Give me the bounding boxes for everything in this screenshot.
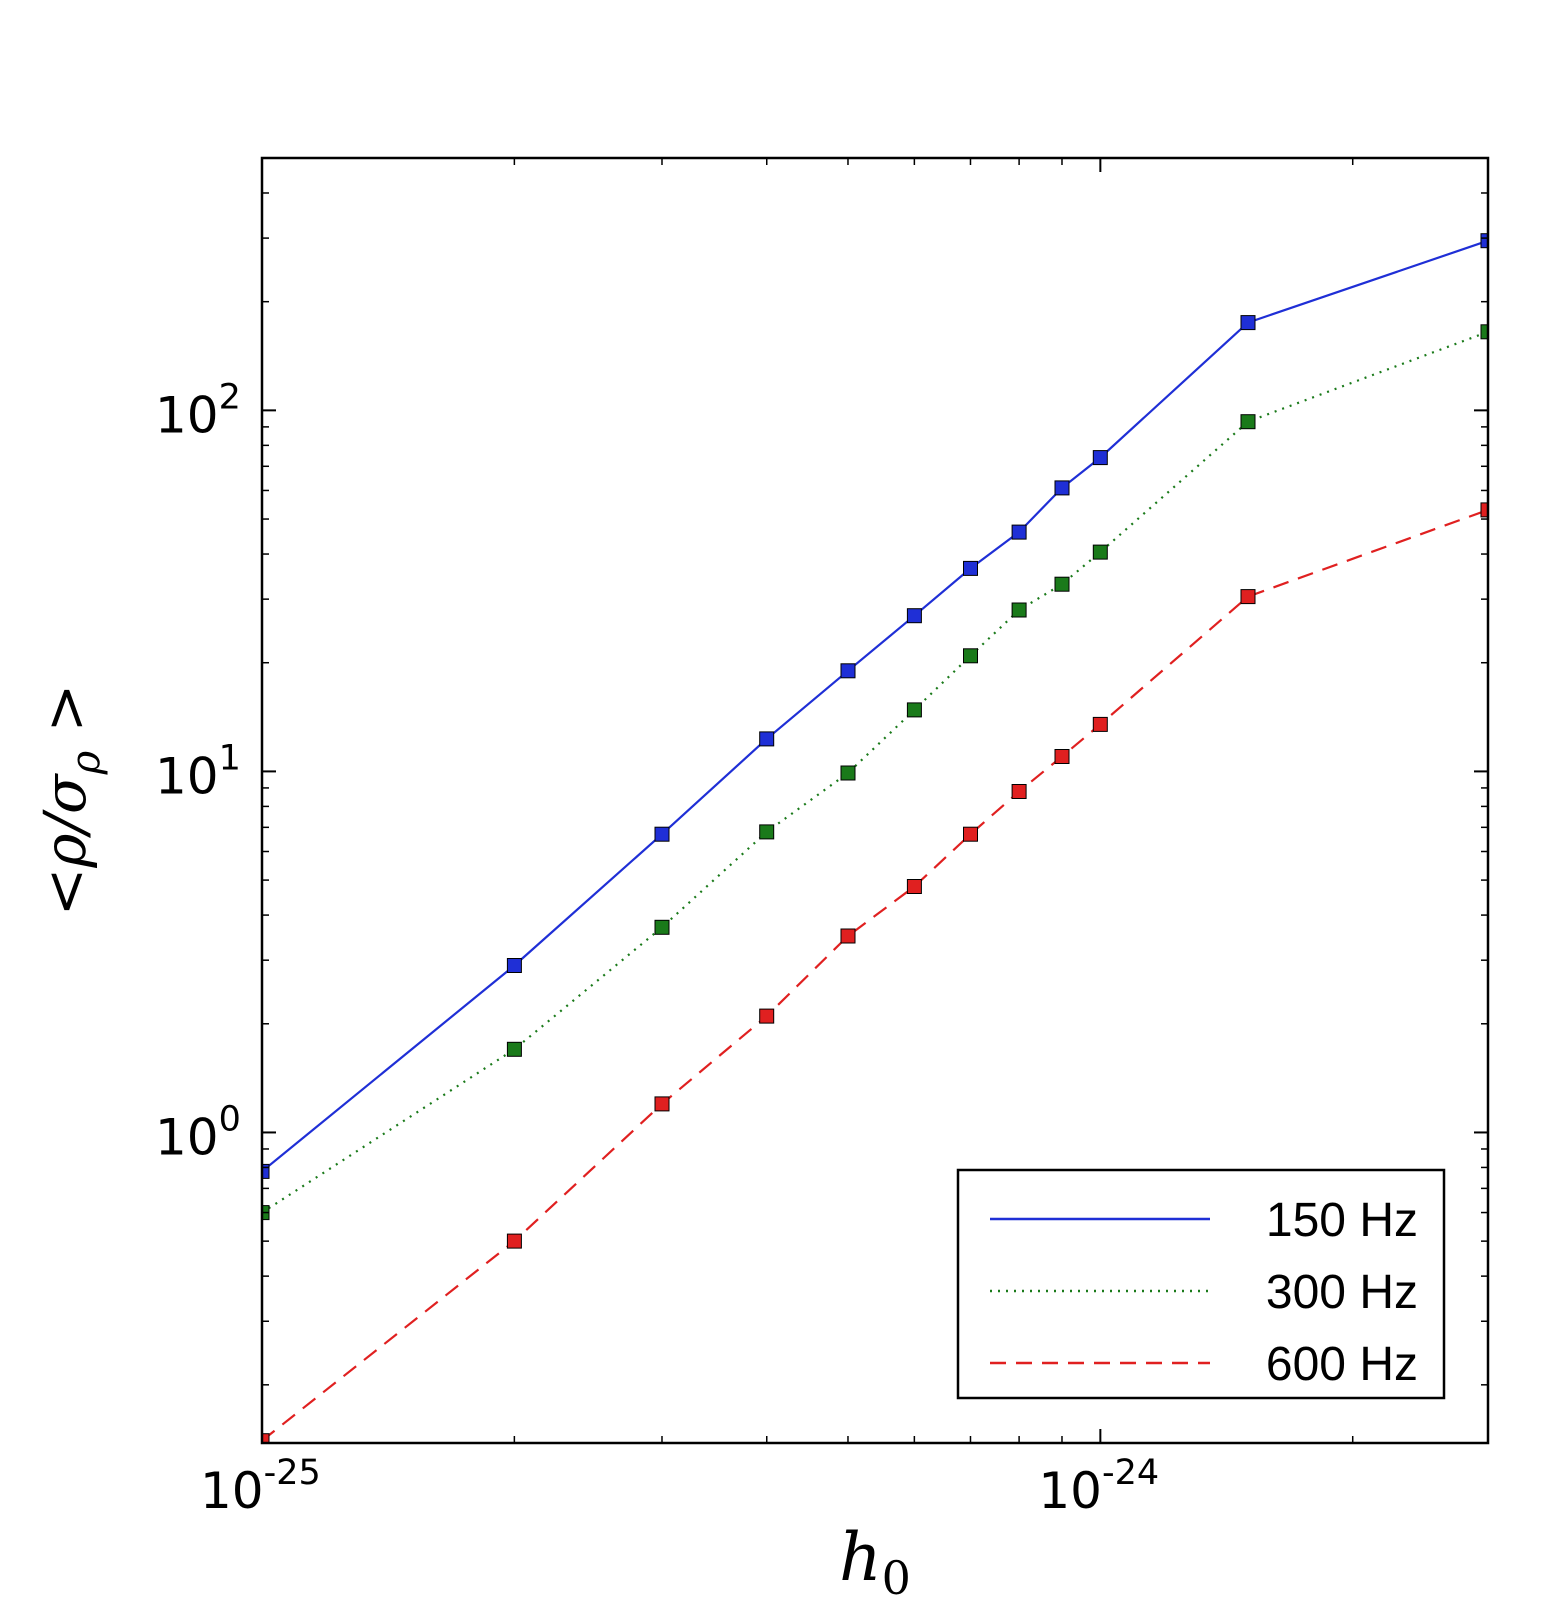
x-tick-label-0: 10-25 [200, 1453, 321, 1520]
y-axis-label: <ρ/σρ > [31, 684, 109, 916]
data-point-s1-10 [1240, 414, 1256, 430]
series-lines [262, 239, 1488, 1442]
data-point-s2-5 [906, 879, 922, 894]
data-point-s2-0 [262, 1433, 270, 1443]
data-point-s0-4 [840, 663, 856, 679]
data-point-s1-6 [963, 648, 978, 664]
series-line-0 [262, 239, 1488, 1173]
y-tick-label-1: 101 [155, 738, 241, 805]
data-point-s1-11 [1480, 324, 1488, 340]
data-point-s1-8 [1054, 576, 1070, 592]
data-point-s2-10 [1240, 589, 1256, 605]
data-point-s2-9 [1092, 716, 1108, 732]
data-point-s1-2 [654, 919, 670, 935]
data-point-s0-9 [1092, 450, 1108, 466]
data-point-s2-8 [1054, 749, 1070, 764]
series-line-2 [262, 508, 1488, 1442]
x-tick-label-1: 10-24 [1038, 1453, 1159, 1520]
y-tick-label-0: 100 [155, 1099, 241, 1166]
legend-label-1: 300 Hz [1266, 1266, 1418, 1319]
data-point-s2-2 [654, 1096, 670, 1112]
series-line-1 [262, 330, 1488, 1214]
data-point-s1-3 [759, 824, 775, 840]
data-point-s0-11 [1480, 233, 1488, 249]
axis-ticks: 10-25 10-24 100 101 102 [155, 157, 1488, 1520]
data-point-s0-1 [506, 958, 522, 973]
data-point-s1-7 [1011, 602, 1027, 618]
data-point-s0-10 [1240, 315, 1256, 331]
data-point-s0-6 [963, 560, 978, 576]
data-point-s0-2 [654, 826, 670, 842]
data-point-s2-1 [506, 1233, 522, 1249]
data-point-s2-4 [840, 928, 856, 944]
data-point-s1-1 [506, 1041, 522, 1057]
series-markers [262, 233, 1488, 1443]
data-point-s2-6 [963, 826, 978, 842]
data-point-s2-7 [1011, 784, 1027, 799]
legend: 150 Hz 300 Hz 600 Hz [956, 1168, 1446, 1400]
data-point-s0-0 [262, 1163, 270, 1179]
data-point-s0-3 [759, 731, 775, 747]
legend-label-0: 150 Hz [1266, 1194, 1418, 1247]
legend-label-2: 600 Hz [1266, 1338, 1418, 1391]
data-point-s0-5 [906, 608, 922, 624]
data-point-s1-5 [906, 702, 922, 718]
y-tick-label-2: 102 [155, 377, 241, 444]
data-point-s1-4 [840, 765, 856, 781]
plot-frame [260, 156, 1490, 1445]
svg-text:<ρ/σρ >: <ρ/σρ > [31, 684, 109, 916]
legend-box [956, 1168, 1446, 1400]
x-axis-label: h0 [839, 1519, 911, 1603]
data-point-s0-8 [1054, 480, 1070, 496]
data-point-s1-9 [1092, 544, 1108, 560]
data-point-s2-3 [759, 1008, 775, 1024]
svg-text:h0: h0 [839, 1519, 911, 1603]
data-point-s2-11 [1480, 502, 1488, 518]
data-point-s0-7 [1011, 524, 1027, 540]
